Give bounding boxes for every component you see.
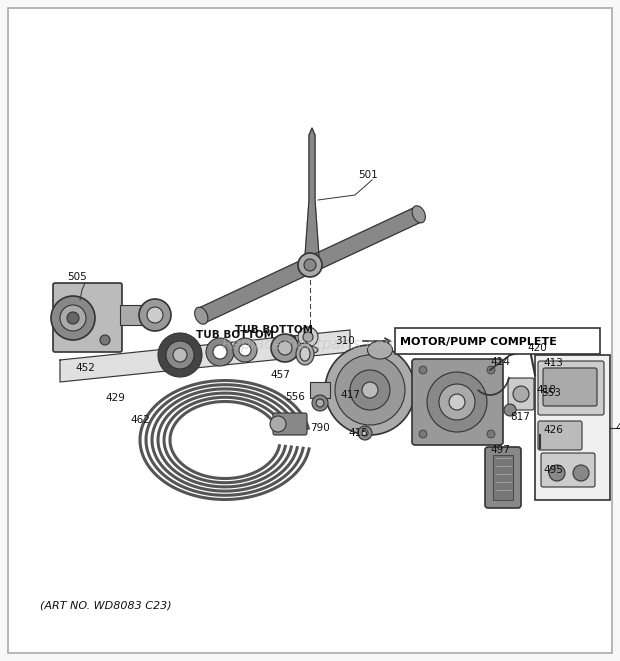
Ellipse shape [368,341,392,359]
Circle shape [158,333,202,377]
Text: 310: 310 [335,336,355,346]
Text: 495: 495 [543,465,563,475]
FancyBboxPatch shape [538,361,604,415]
Text: 413: 413 [543,358,563,368]
Text: 501: 501 [358,170,378,180]
Ellipse shape [304,262,320,268]
Circle shape [278,341,292,355]
Bar [120,305,145,325]
Circle shape [304,259,316,271]
Circle shape [147,307,163,323]
Ellipse shape [195,307,208,325]
Circle shape [206,338,234,366]
FancyBboxPatch shape [538,421,582,450]
FancyBboxPatch shape [273,413,307,435]
Circle shape [213,345,227,359]
Text: 420: 420 [527,343,547,353]
Circle shape [449,394,465,410]
Ellipse shape [304,266,320,274]
Circle shape [439,384,475,420]
Circle shape [100,335,110,345]
Ellipse shape [300,347,310,361]
Circle shape [358,426,372,440]
Circle shape [513,386,529,402]
Polygon shape [198,207,422,323]
Circle shape [60,305,86,331]
Text: 415: 415 [348,428,368,438]
Circle shape [303,332,313,342]
Text: 426: 426 [543,425,563,435]
Circle shape [233,338,257,362]
Text: 417: 417 [340,390,360,400]
Text: 457: 457 [270,370,290,380]
Circle shape [335,355,405,425]
Text: 462: 462 [130,415,150,425]
Circle shape [419,430,427,438]
Text: MOTOR/PUMP COMPLETE: MOTOR/PUMP COMPLETE [400,337,557,347]
Bar [493,455,513,500]
Circle shape [298,253,322,277]
Circle shape [67,312,79,324]
Polygon shape [60,330,350,382]
Text: 790: 790 [310,423,330,433]
Circle shape [362,382,378,398]
Text: 817: 817 [510,412,530,422]
Circle shape [487,366,495,374]
Bar [310,382,330,398]
Circle shape [239,344,251,356]
Circle shape [271,334,299,362]
Circle shape [298,327,318,347]
Circle shape [427,372,487,432]
Text: 553: 553 [541,388,561,398]
Text: TUB BOTTOM: TUB BOTTOM [235,325,313,335]
Ellipse shape [298,346,318,354]
Circle shape [270,416,286,432]
Circle shape [419,366,427,374]
FancyBboxPatch shape [412,359,503,445]
Ellipse shape [296,343,314,365]
Circle shape [504,404,516,416]
Text: 497: 497 [490,445,510,455]
Text: 414: 414 [490,357,510,367]
Circle shape [487,430,495,438]
Circle shape [51,296,95,340]
Text: (ART NO. WD8083 C23): (ART NO. WD8083 C23) [40,600,172,610]
Text: 505: 505 [67,272,87,282]
Circle shape [316,399,324,407]
Bar [395,328,600,354]
Circle shape [325,345,415,435]
Circle shape [173,348,187,362]
FancyBboxPatch shape [541,453,595,487]
Bar [535,355,610,500]
Text: 493: 493 [615,423,620,433]
FancyBboxPatch shape [485,447,521,508]
Circle shape [166,341,194,369]
Circle shape [549,465,565,481]
FancyBboxPatch shape [508,378,534,410]
Circle shape [350,370,390,410]
Circle shape [362,430,368,436]
Text: 418: 418 [536,385,556,395]
Circle shape [573,465,589,481]
Circle shape [139,299,171,331]
Text: 429: 429 [105,393,125,403]
Text: TUB BOTTOM: TUB BOTTOM [196,330,274,340]
Text: 556: 556 [285,392,305,402]
Text: Replacementparts.com: Replacementparts.com [221,338,399,352]
Text: 452: 452 [75,363,95,373]
Ellipse shape [412,206,425,223]
Circle shape [312,395,328,411]
FancyBboxPatch shape [53,283,122,352]
FancyBboxPatch shape [543,368,597,406]
Polygon shape [304,128,320,270]
